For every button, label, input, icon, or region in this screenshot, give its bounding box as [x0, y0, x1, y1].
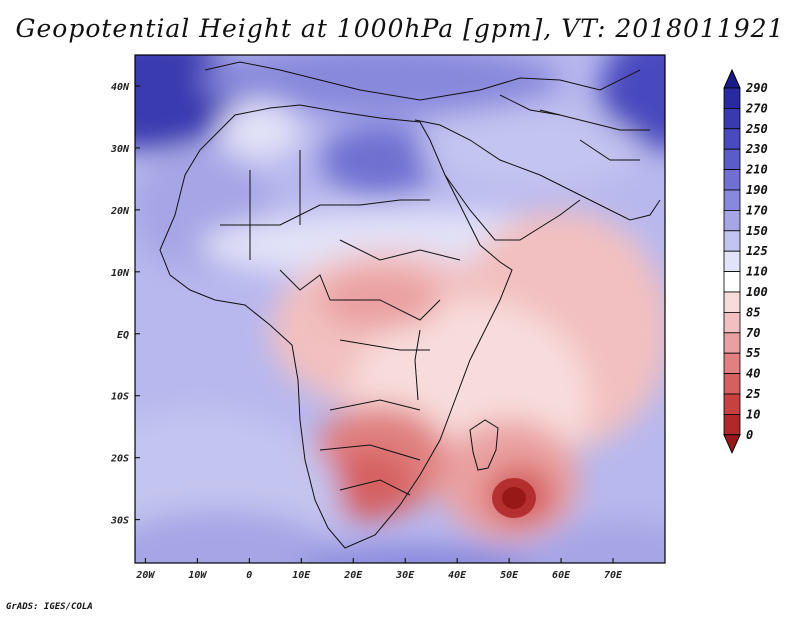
lon-tick-label: 20E	[343, 570, 363, 581]
colorbar-bottom-arrow	[723, 434, 741, 455]
colorbar-label: 190	[746, 183, 768, 197]
colorbar-label: 290	[745, 81, 768, 95]
plot-frame	[134, 54, 666, 564]
colorbar-label: 0	[746, 428, 753, 442]
colorbar-segment	[723, 230, 741, 252]
longitude-axis: 20W 10W 0 10E 20E 30E 40E 50E 60E 70E	[135, 558, 623, 581]
lon-tick-label: 10E	[292, 570, 311, 581]
colorbar-label: 150	[746, 224, 768, 238]
colorbar-segment	[723, 189, 741, 211]
colorbar-segment	[723, 393, 741, 415]
lat-tick-label: 30N	[110, 144, 130, 155]
colorbar-label: 125	[746, 244, 768, 258]
map-plot-area	[135, 55, 665, 563]
lon-tick-label: 10W	[188, 570, 207, 581]
colorbar-segment	[723, 169, 741, 191]
colorbar-segment	[723, 373, 741, 395]
colorbar-segment	[723, 108, 741, 130]
lon-tick-label: 40E	[448, 570, 467, 581]
colorbar-label: 25	[745, 387, 760, 401]
colorbar-label: 55	[746, 346, 760, 360]
lon-tick-label: 20W	[135, 570, 155, 581]
colorbar-segment	[723, 148, 741, 170]
colorbar-label: 40	[746, 367, 760, 381]
lat-tick-label: 30S	[110, 516, 129, 527]
colorbar-label: 170	[746, 203, 768, 217]
colorbar-segment	[723, 352, 741, 375]
colorbar: 2902702502302101901701501251101008570554…	[723, 68, 768, 455]
lat-tick-label: 40N	[111, 82, 130, 93]
lat-tick-label: 10S	[111, 392, 129, 403]
colorbar-label: 10	[746, 407, 760, 421]
colorbar-label: 250	[745, 122, 768, 136]
lat-tick-label: 20S	[110, 454, 129, 465]
lon-tick-label: 60E	[552, 570, 571, 581]
colorbar-segment	[723, 291, 741, 313]
lon-tick-label: 30E	[395, 570, 415, 581]
colorbar-label: 70	[746, 326, 760, 340]
lat-tick-label: 10N	[111, 268, 130, 279]
colorbar-label: 210	[745, 163, 768, 177]
colorbar-segment	[723, 413, 741, 436]
colorbar-segment	[723, 271, 741, 293]
colorbar-label: 270	[745, 101, 768, 115]
colorbar-segment	[723, 311, 741, 334]
lat-tick-label: EQ	[117, 330, 129, 341]
colorbar-segment	[723, 128, 741, 150]
lon-tick-label: 70E	[604, 570, 623, 581]
colorbar-label: 230	[745, 142, 768, 156]
colorbar-label: 85	[746, 305, 760, 319]
colorbar-segment	[723, 250, 741, 272]
colorbar-segment	[723, 332, 741, 354]
colorbar-segment	[723, 87, 741, 109]
lat-tick-label: 20N	[110, 206, 130, 217]
lon-tick-label: 50E	[500, 570, 519, 581]
latitude-axis: 40N 30N 20N 10N EQ 10S 20S 30S	[110, 82, 140, 527]
colorbar-segment	[723, 209, 741, 232]
colorbar-label: 100	[746, 285, 768, 299]
lon-tick-label: 0	[246, 570, 252, 581]
map-title: Geopotential Height at 1000hPa [gpm], VT…	[15, 14, 785, 43]
colorbar-top-arrow	[723, 68, 741, 89]
credit-text: GrADS: IGES/COLA	[6, 602, 93, 612]
colorbar-label: 110	[746, 265, 768, 279]
